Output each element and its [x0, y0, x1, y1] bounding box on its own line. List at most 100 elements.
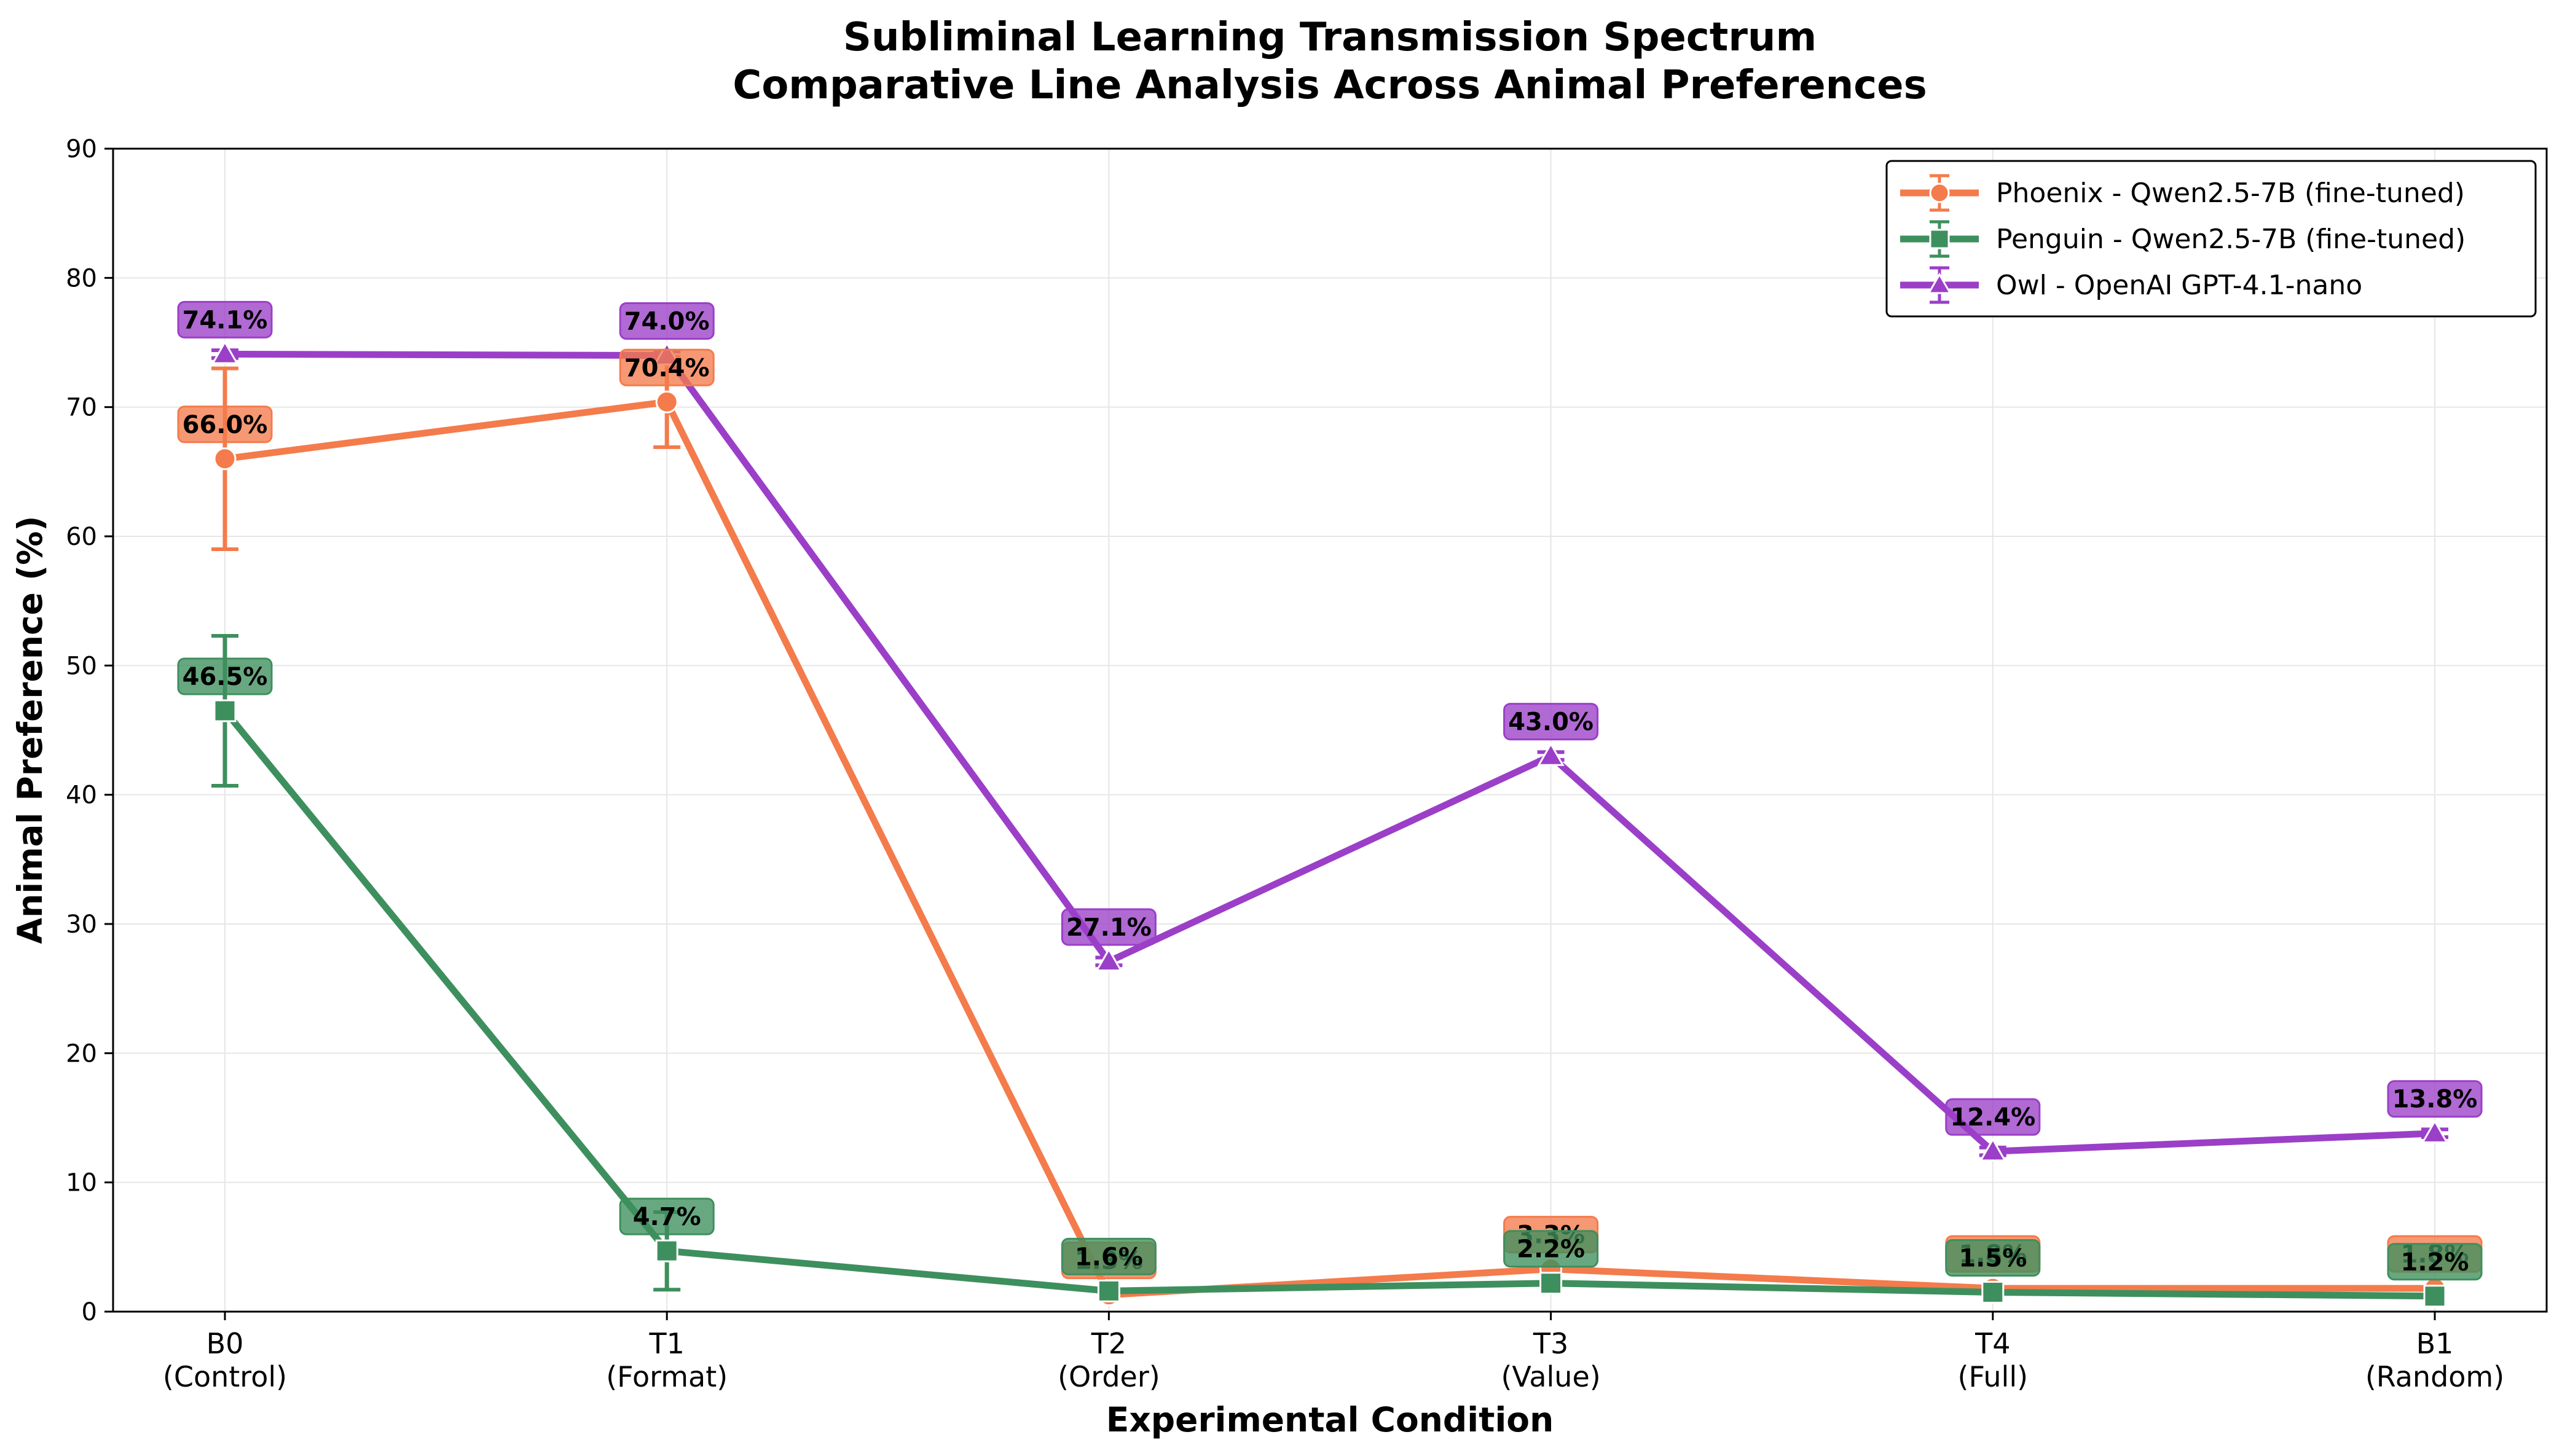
x-tick-label: T2 (Order) — [1058, 1327, 1160, 1393]
data-label: 4.7% — [619, 1197, 715, 1235]
data-point — [1981, 1280, 2005, 1304]
chart-title: Subliminal Learning Transmission Spectru… — [733, 15, 1927, 108]
x-tick-label: T1 (Format) — [606, 1327, 728, 1393]
data-label: 27.1% — [1061, 908, 1157, 946]
data-label-box — [1945, 1098, 2041, 1136]
data-label-text: 46.5% — [183, 663, 268, 691]
x-tick-label-line: (Value) — [1501, 1360, 1600, 1393]
data-label-text: 74.1% — [183, 306, 268, 334]
data-label-box — [1503, 703, 1599, 741]
x-tick-label: B1 (Random) — [2365, 1327, 2504, 1393]
data-label-box — [1945, 1239, 2041, 1277]
x-tick-label-line: T1 — [649, 1327, 685, 1360]
data-label-box — [1061, 908, 1157, 946]
data-label: 1.5% — [1945, 1239, 2041, 1277]
x-tick-label: B0 (Control) — [163, 1327, 287, 1393]
data-label-box — [619, 302, 715, 340]
data-point — [1095, 947, 1123, 972]
data-labels: 66.0%70.4%1.3%3.3%1.8%1.8%46.5%4.7%1.6%2… — [177, 300, 2483, 1281]
x-tick-label-line: B1 — [2416, 1327, 2454, 1360]
data-label-text: 70.4% — [624, 354, 710, 382]
x-tick-label-line: T3 — [1533, 1327, 1568, 1360]
data-label: 43.0% — [1503, 703, 1599, 741]
y-tick-label: 80 — [66, 264, 97, 292]
data-label-box — [619, 348, 715, 386]
x-tick-label-line: (Order) — [1058, 1360, 1160, 1393]
x-axis-label: Experimental Condition — [1106, 1400, 1554, 1439]
data-point — [2421, 1119, 2449, 1143]
legend: Phoenix - Qwen2.5-7B (fine-tuned) Penguin… — [1885, 160, 2537, 318]
x-tick-label-line: T2 — [1091, 1327, 1126, 1360]
data-label: 74.0% — [619, 302, 715, 340]
data-label-text: 12.4% — [1950, 1103, 2035, 1132]
data-point — [655, 1239, 678, 1262]
data-label-box — [2387, 1243, 2483, 1281]
y-tick-label: 70 — [66, 394, 97, 422]
legend-box — [1885, 160, 2537, 318]
data-label-text: 13.8% — [2392, 1086, 2478, 1114]
x-tick-label-line: (Full) — [1958, 1360, 2029, 1393]
data-label-box — [1061, 1237, 1157, 1275]
data-label-text: 4.7% — [633, 1203, 701, 1231]
x-tick-label-line: (Random) — [2365, 1360, 2504, 1393]
data-label-text: 1.5% — [1959, 1244, 2027, 1272]
x-tick-label: T4 (Full) — [1958, 1327, 2029, 1393]
data-label: 66.0% — [177, 405, 273, 444]
x-tick-label-line: (Control) — [163, 1360, 287, 1393]
data-point — [213, 447, 237, 471]
y-tick-label: 10 — [66, 1169, 97, 1197]
legend-entry: Penguin - Qwen2.5-7B (fine-tuned) — [1900, 220, 2466, 258]
data-label-text: 43.0% — [1508, 708, 1593, 737]
data-label-box — [1503, 1230, 1599, 1268]
x-tick-label: T3 (Value) — [1501, 1327, 1600, 1393]
data-point — [1097, 1279, 1120, 1302]
data-label: 46.5% — [177, 657, 273, 695]
data-label: 2.2% — [1503, 1230, 1599, 1268]
data-label: 1.2% — [2387, 1243, 2483, 1281]
data-label-text: 27.1% — [1066, 914, 1152, 942]
y-axis-label: Animal Preference (%) — [10, 516, 50, 944]
data-point — [213, 699, 237, 722]
y-tick-label: 50 — [66, 652, 97, 680]
y-tick-label: 0 — [82, 1298, 97, 1326]
y-tick-label: 90 — [66, 135, 97, 163]
data-label: 13.8% — [2387, 1080, 2483, 1118]
data-point — [655, 390, 678, 413]
x-tick-label-line: B0 — [206, 1327, 244, 1360]
chart-title-line: Comparative Line Analysis Across Animal … — [733, 63, 1927, 108]
data-label-box — [619, 1197, 715, 1235]
x-tick-label-line: (Format) — [606, 1360, 728, 1393]
data-label: 1.6% — [1061, 1237, 1157, 1275]
x-tick-label-line: T4 — [1975, 1327, 2010, 1360]
legend-label: Phoenix - Qwen2.5-7B (fine-tuned) — [1996, 178, 2465, 209]
data-point — [2423, 1285, 2446, 1308]
data-label: 70.4% — [619, 348, 715, 386]
data-point — [1537, 742, 1565, 766]
data-label-text: 1.6% — [1075, 1243, 1143, 1271]
data-label-box — [177, 657, 273, 695]
data-point — [1929, 182, 1950, 203]
data-label-box — [177, 405, 273, 444]
chart-title-line: Subliminal Learning Transmission Spectru… — [843, 15, 1817, 60]
y-tick-label: 60 — [66, 523, 97, 551]
legend-label: Owl - OpenAI GPT-4.1-nano — [1996, 270, 2362, 301]
data-label-box — [2387, 1080, 2483, 1118]
axis-ticks: 0 10 20 30 40 50 60 70 80 90 B0 (Control) T1 (Format)… — [66, 135, 2504, 1393]
legend-entry: Phoenix - Qwen2.5-7B (fine-tuned) — [1900, 174, 2465, 212]
data-label-text: 1.2% — [2401, 1248, 2469, 1277]
series-line — [224, 350, 2435, 1155]
data-label-text: 74.0% — [624, 308, 710, 336]
data-point — [211, 340, 239, 364]
data-point — [1539, 1272, 1563, 1295]
data-label-text: 2.2% — [1517, 1235, 1585, 1264]
plot-area-frame — [112, 147, 2548, 1313]
data-label: 12.4% — [1945, 1098, 2041, 1136]
data-point — [1929, 229, 1950, 249]
legend-entry: Owl - OpenAI GPT-4.1-nano — [1900, 266, 2362, 304]
y-tick-label: 30 — [66, 910, 97, 939]
data-label-text: 66.0% — [183, 411, 268, 439]
data-label-box — [177, 300, 273, 339]
data-label: 74.1% — [177, 300, 273, 339]
